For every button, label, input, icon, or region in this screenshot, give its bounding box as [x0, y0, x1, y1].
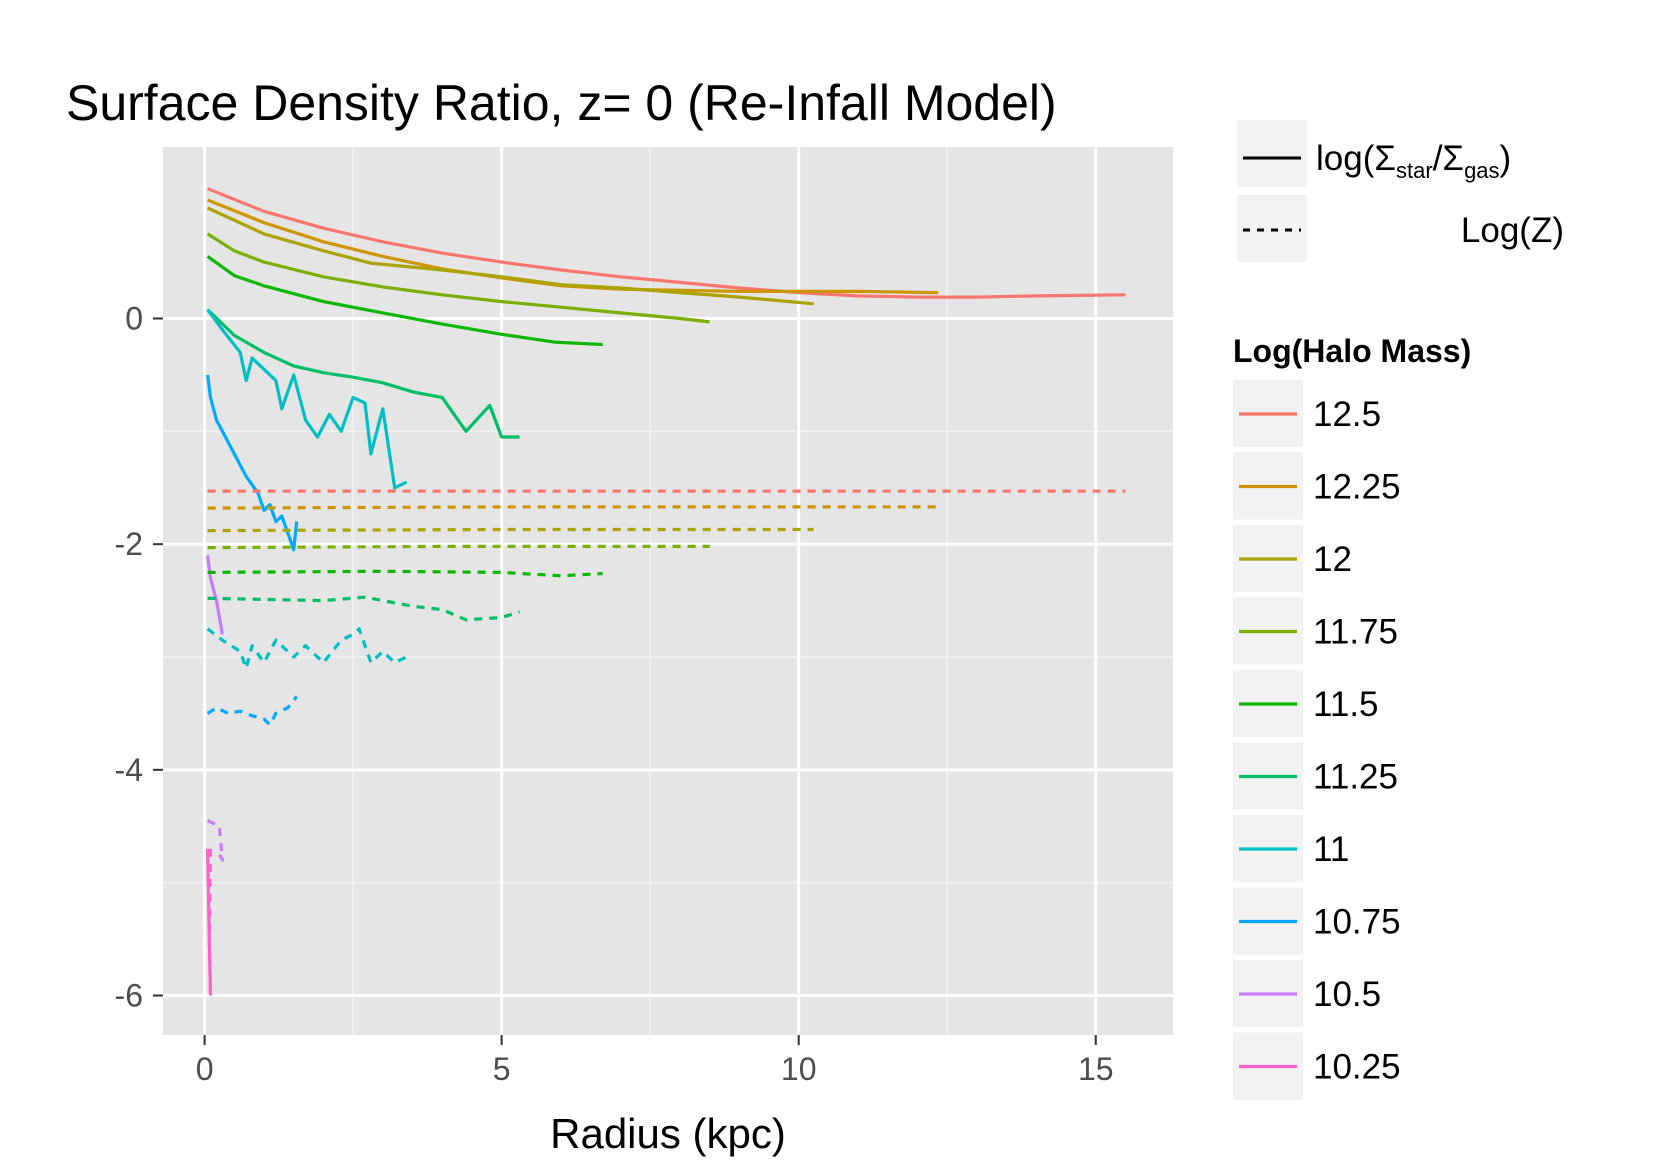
y-tick-label: -2 — [115, 526, 143, 562]
color-legend-items: 12.5 12.25 12 11.75 11.5 11.25 11 10.75 10.5 10.2… — [1233, 380, 1401, 1100]
y-tick-label: 0 — [125, 301, 143, 337]
chart-title: Surface Density Ratio, z= 0 (Re-Infall M… — [66, 75, 1057, 131]
series-line-10-5-dashed — [206, 819, 224, 862]
color-legend-label: 12.25 — [1313, 468, 1401, 507]
color-legend-label: 10.25 — [1313, 1048, 1401, 1087]
series-line-10-75-dashed — [206, 695, 298, 727]
y-tick-label: -4 — [115, 752, 143, 788]
series-line-11-solid — [206, 308, 408, 490]
grid-minor — [163, 147, 1173, 1035]
x-tick-label: 15 — [1078, 1051, 1114, 1087]
linetype-legend: log(Σstar/Σgas) Log(Z) — [1237, 120, 1564, 262]
color-legend-label: 10.75 — [1313, 903, 1401, 942]
color-legend: Log(Halo Mass) 12.5 12.25 12 11.75 11.5 11.25… — [1233, 333, 1471, 1100]
series-line-10-5-solid — [206, 555, 224, 635]
series-line-11-5-solid — [206, 255, 603, 347]
color-legend-label: 11 — [1313, 830, 1349, 869]
axis-layer: 0 5 10 15 0 -2 -4 -6 — [115, 301, 1114, 1087]
color-legend-label: 11.75 — [1313, 613, 1398, 652]
color-legend-title: Log(Halo Mass) — [1233, 333, 1471, 369]
series-line-11-5-dashed — [207, 569, 603, 578]
color-legend-label: 11.5 — [1313, 685, 1379, 724]
x-tick-label: 10 — [781, 1051, 817, 1087]
series-line-10-25-dashed — [207, 848, 213, 996]
x-tick-label: 5 — [493, 1051, 511, 1087]
y-tick-label: -6 — [115, 978, 143, 1014]
x-axis-title: Radius (kpc) — [550, 1110, 786, 1157]
color-legend-label: 10.5 — [1313, 975, 1381, 1014]
linetype-label-solid: log(Σstar/Σgas) — [1316, 139, 1511, 183]
color-legend-label: 12.5 — [1313, 395, 1381, 434]
series-line-11-dashed — [206, 627, 408, 670]
series-line-12-solid — [206, 206, 814, 306]
series-line-11-25-solid — [206, 308, 520, 439]
linetype-key-solid-bg — [1237, 120, 1307, 187]
x-tick-label: 0 — [196, 1051, 214, 1087]
series-line-11-25-dashed — [207, 595, 520, 622]
color-legend-label: 11.25 — [1313, 758, 1398, 797]
series-line-11-75-dashed — [207, 544, 710, 550]
series-line-10-75-solid — [206, 374, 299, 552]
series-line-12-dashed — [207, 527, 814, 533]
linetype-label-dashed: Log(Z) — [1461, 211, 1564, 250]
series-line-11-75-solid — [206, 232, 710, 324]
series-line-12-25-dashed — [207, 505, 939, 510]
series-line-12-5-solid — [207, 187, 1126, 299]
color-legend-label: 12 — [1313, 540, 1352, 579]
series-layer — [206, 187, 1126, 996]
